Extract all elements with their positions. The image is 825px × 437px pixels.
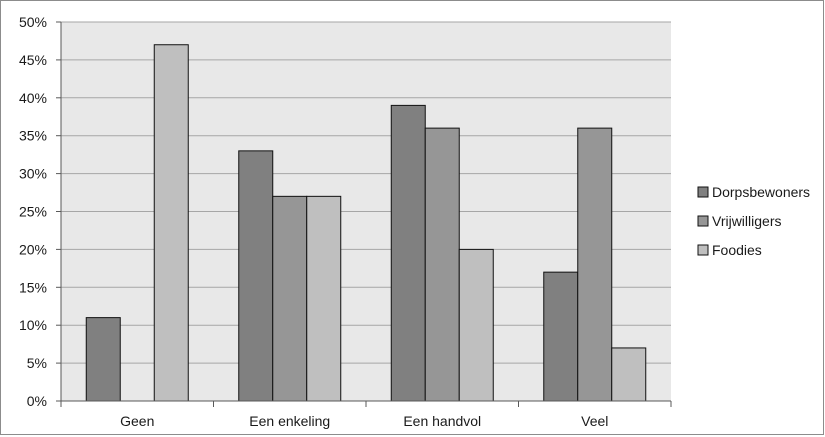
legend-label: Vrijwilligers [712, 213, 782, 229]
bar-vrijwilligers-een-handvol [424, 127, 460, 402]
bar-foodies-geen [153, 44, 189, 402]
x-category-label: Een enkeling [249, 413, 330, 429]
axes: 0% 5% 10% 15% 20% 25% 30% 35% 40% 45% 50% Geen Een e… [19, 14, 672, 429]
bar-foodies-veel [611, 347, 647, 402]
y-tick-label: 0% [27, 393, 47, 409]
x-category-label: Een handvol [403, 413, 481, 429]
y-tick-label: 30% [19, 166, 47, 182]
bar-dorpsbewoners-een-handvol [390, 104, 426, 402]
x-category-label: Veel [581, 413, 608, 429]
bar-dorpsbewoners-geen [85, 317, 121, 402]
legend-label: Dorpsbewoners [712, 184, 810, 200]
y-tick-label: 40% [19, 90, 47, 106]
y-tick-label: 10% [19, 317, 47, 333]
bar-foodies-een-enkeling [306, 195, 342, 402]
legend-swatch [697, 186, 709, 198]
legend-swatch [697, 244, 709, 256]
bar-dorpsbewoners-een-enkeling [238, 150, 274, 402]
bar-dorpsbewoners-veel [543, 271, 579, 402]
y-tick-label: 35% [19, 128, 47, 144]
legend-swatch [697, 215, 709, 227]
y-tick-label: 5% [27, 355, 47, 371]
legend-label: Foodies [712, 242, 762, 258]
bar-vrijwilligers-veel [577, 127, 613, 402]
x-category-label: Geen [120, 413, 154, 429]
bars [85, 44, 647, 402]
y-tick-label: 45% [19, 52, 47, 68]
bar-vrijwilligers-een-enkeling [272, 195, 308, 402]
bar-foodies-een-handvol [458, 248, 494, 402]
legend: Dorpsbewoners Vrijwilligers Foodies [697, 184, 810, 258]
y-tick-label: 15% [19, 279, 47, 295]
y-tick-label: 25% [19, 204, 47, 220]
y-tick-label: 20% [19, 241, 47, 257]
y-tick-label: 50% [19, 14, 47, 30]
